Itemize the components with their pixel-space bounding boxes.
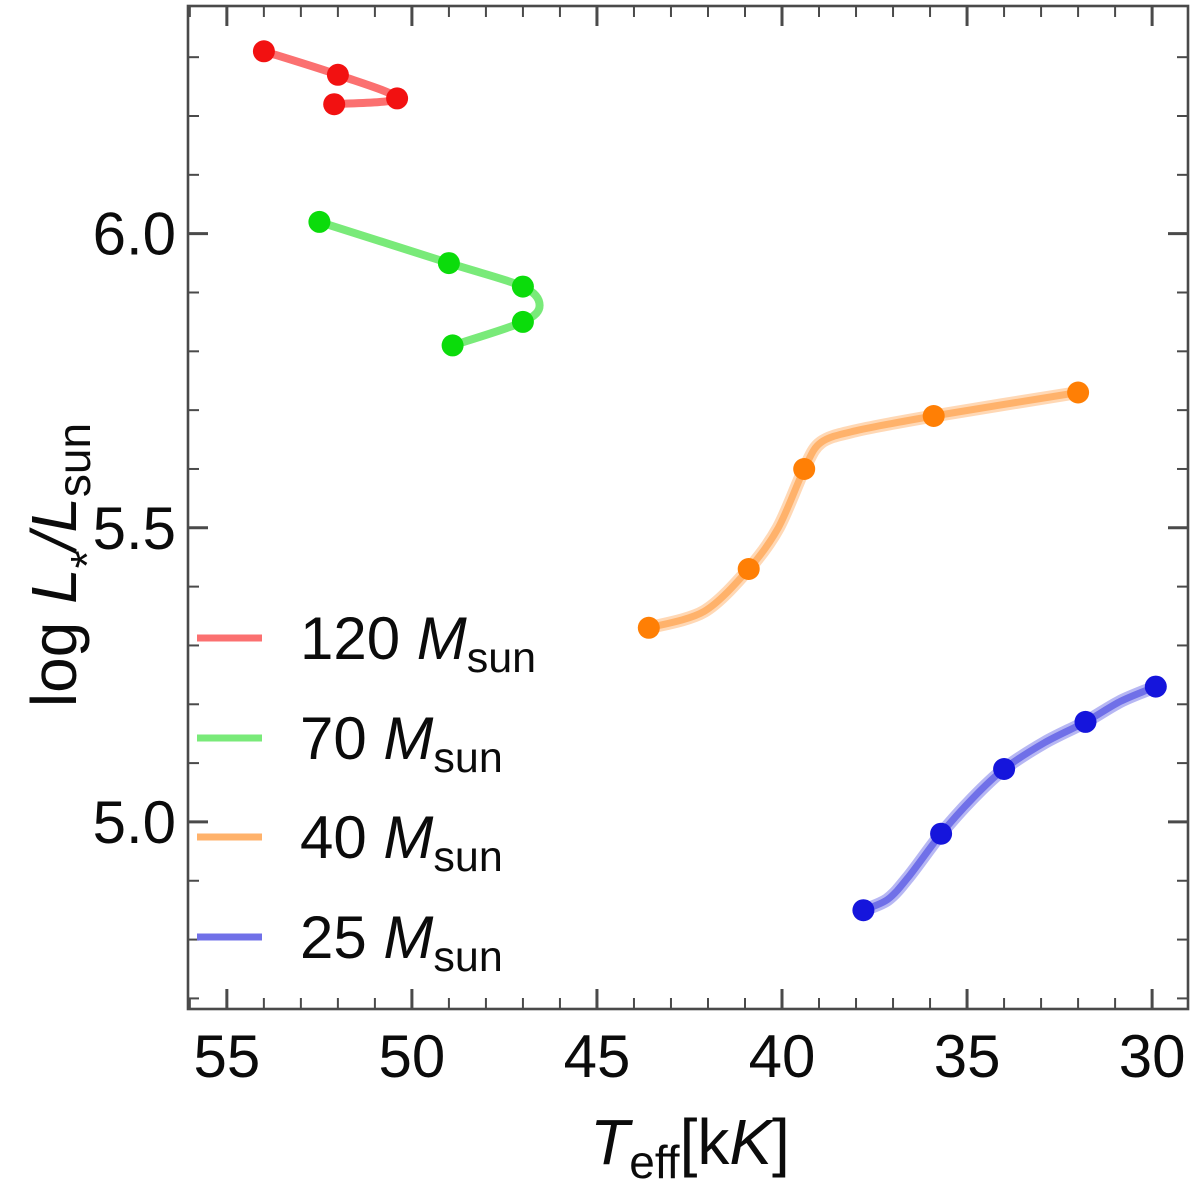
- data-point-marker: [441, 334, 464, 357]
- data-point-marker: [637, 616, 660, 639]
- series-line: [859, 683, 1160, 914]
- text-part: k: [697, 1106, 730, 1178]
- text-part: T: [590, 1106, 633, 1178]
- axis-ticks: [188, 6, 1188, 1009]
- legend-entry-70: 70 Msun: [197, 705, 503, 782]
- x-tick-label: 45: [564, 1023, 631, 1090]
- text-part: eff: [629, 1136, 680, 1186]
- data-point-marker: [737, 558, 760, 580]
- text-part: M: [383, 804, 433, 871]
- data-point-marker: [252, 40, 275, 63]
- y-tick-label: 6.0: [93, 201, 176, 268]
- text-part: sun: [433, 833, 502, 881]
- text-part: M: [383, 705, 433, 772]
- data-point-marker: [1067, 381, 1090, 404]
- data-point-marker: [326, 63, 349, 86]
- text-part: *: [61, 550, 113, 568]
- y-tick-label: 5.0: [93, 789, 176, 856]
- data-point-marker: [930, 822, 953, 845]
- data-point-marker: [993, 758, 1016, 780]
- x-tick-label: 30: [1119, 1023, 1186, 1090]
- text-part: sun: [433, 734, 502, 782]
- text-part: sun: [48, 423, 100, 497]
- x-tick-label: 55: [194, 1023, 261, 1090]
- legend-label: 40 Msun: [300, 804, 503, 881]
- x-tick-labels: 55 50 45 40 35 30: [194, 1023, 1186, 1090]
- text-part: K: [729, 1106, 775, 1178]
- text-part: log: [18, 604, 90, 707]
- data-point-marker: [323, 93, 346, 116]
- legend-label: 70 Msun: [300, 705, 503, 782]
- legend-entry-120: 120 Msun: [197, 605, 536, 682]
- series-25-msun: [852, 675, 1167, 922]
- text-part: M: [417, 605, 467, 672]
- data-point-marker: [1074, 710, 1097, 733]
- series-70-msun: [308, 210, 544, 357]
- y-tick-label: 5.5: [93, 495, 176, 562]
- text-part: sun: [433, 933, 502, 981]
- legend-label: 25 Msun: [300, 904, 503, 981]
- text-part: ]: [772, 1106, 790, 1178]
- data-point-marker: [386, 87, 409, 110]
- data-point-marker: [852, 899, 875, 922]
- data-point-marker: [922, 405, 945, 427]
- text-part: 120: [300, 605, 417, 672]
- y-tick-labels: 6.0 5.5 5.0: [93, 201, 176, 856]
- text-part: 70: [300, 705, 383, 772]
- x-tick-label: 50: [379, 1023, 446, 1090]
- data-point-marker: [1144, 675, 1167, 698]
- text-part: sun: [467, 634, 536, 682]
- plot-frame: [186, 4, 1190, 1011]
- data-point-marker: [437, 252, 460, 275]
- data-point-marker: [793, 458, 816, 480]
- series-40-msun: [637, 381, 1090, 639]
- legend-entry-40: 40 Msun: [197, 804, 503, 881]
- x-tick-label: 35: [934, 1023, 1001, 1090]
- y-axis-title: log L*/Lsun: [18, 423, 113, 707]
- text-part: [: [680, 1106, 698, 1178]
- data-point-marker: [511, 310, 534, 333]
- legend-label: 120 Msun: [300, 605, 536, 682]
- text-part: L: [18, 568, 90, 604]
- text-part: 25: [300, 904, 383, 971]
- series-line: [259, 47, 402, 109]
- text-part: 40: [300, 804, 383, 871]
- x-tick-label: 40: [749, 1023, 816, 1090]
- data-point-marker: [511, 275, 534, 298]
- series-120-msun: [252, 40, 409, 116]
- legend-entry-25: 25 Msun: [197, 904, 503, 981]
- text-part: M: [383, 904, 433, 971]
- data-point-marker: [308, 210, 331, 233]
- text-part: L: [18, 497, 90, 533]
- x-axis-title: Teff[kK]: [590, 1106, 790, 1186]
